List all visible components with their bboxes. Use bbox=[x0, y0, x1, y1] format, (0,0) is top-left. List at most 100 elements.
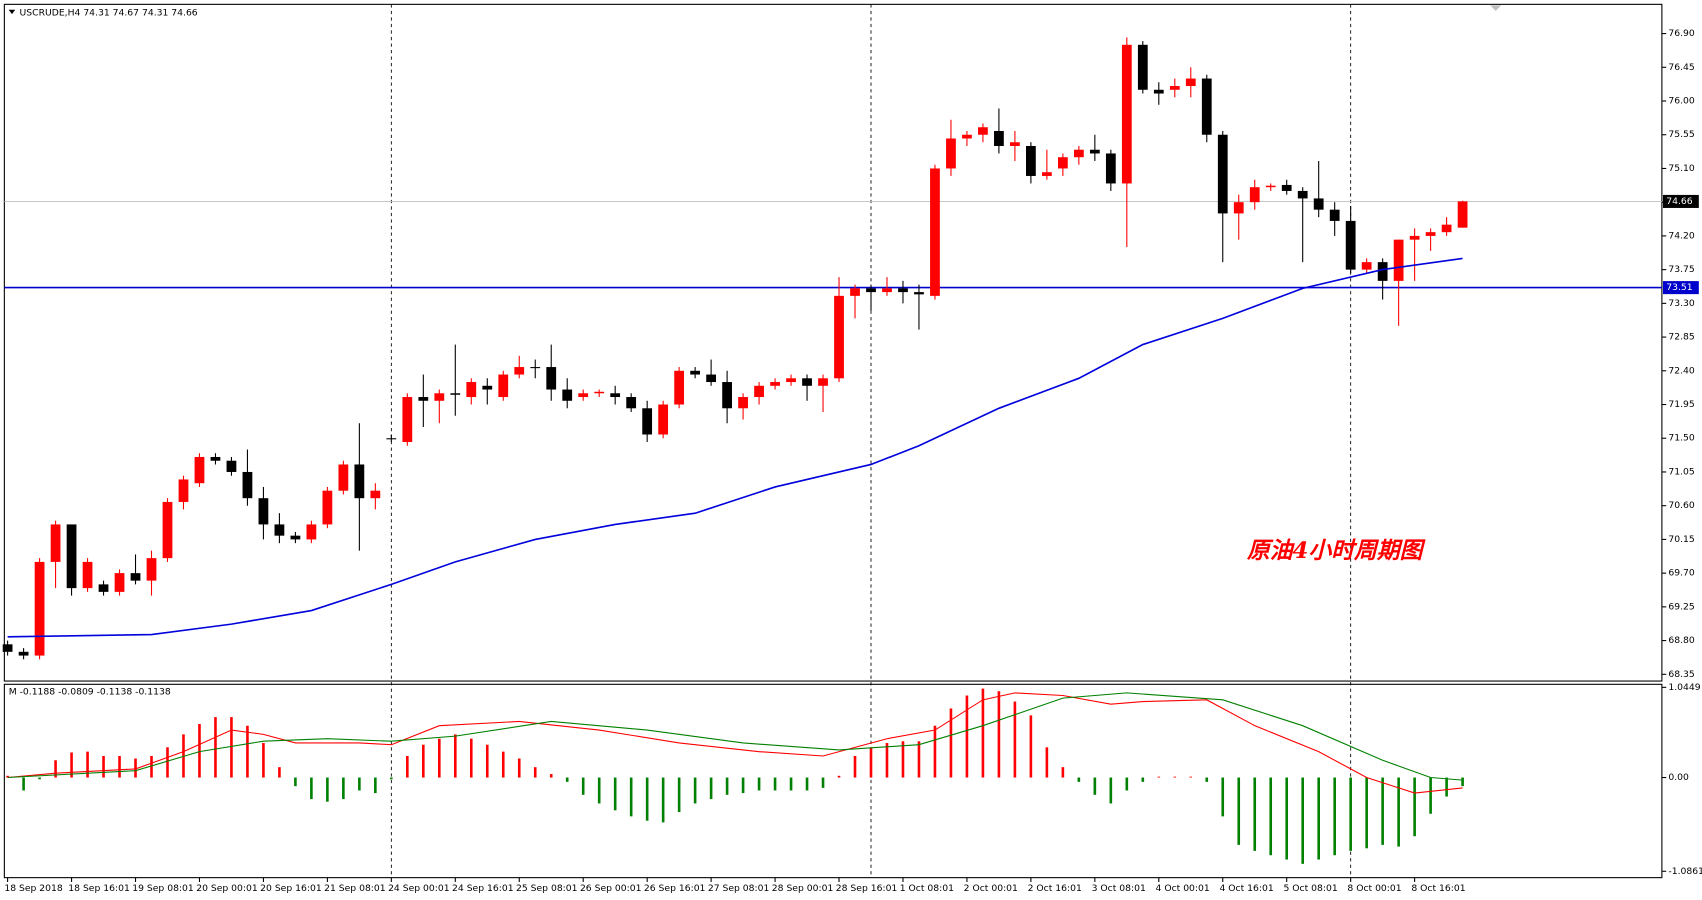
candle-body bbox=[1313, 198, 1324, 210]
candle-body bbox=[258, 498, 269, 525]
candle-body bbox=[754, 385, 764, 398]
macd-bar bbox=[517, 758, 521, 778]
candle-body bbox=[1249, 187, 1260, 203]
macd-bar bbox=[278, 767, 281, 778]
macd-bar bbox=[1253, 777, 1257, 851]
y-tick-label: 69.70 bbox=[1668, 568, 1695, 579]
candle-body bbox=[178, 479, 189, 502]
candle-body bbox=[402, 397, 413, 442]
main-panel-frame bbox=[3, 3, 1663, 682]
macd-bar bbox=[1429, 777, 1432, 814]
macd-y-tick-label: 1.0449 bbox=[1668, 682, 1700, 693]
macd-bar bbox=[1237, 777, 1241, 845]
candle-body bbox=[370, 490, 381, 499]
candle-body bbox=[130, 573, 141, 581]
macd-bar bbox=[1349, 777, 1352, 851]
candle-body bbox=[626, 397, 637, 409]
candle-body bbox=[642, 408, 653, 435]
x-tick-label: 3 Oct 08:01 bbox=[1092, 883, 1146, 894]
macd-bar bbox=[1109, 777, 1113, 804]
macd-y-tick-label: -1.0861 bbox=[1668, 866, 1702, 877]
x-tick-label: 20 Sep 00:01 bbox=[196, 883, 258, 894]
y-tick-label: 72.85 bbox=[1668, 332, 1695, 343]
macd-bar bbox=[453, 734, 457, 778]
chart-title: USCRUDE,H4 74.31 74.67 74.31 74.66 bbox=[20, 8, 198, 19]
candle-body bbox=[530, 367, 541, 369]
macd-bar bbox=[885, 742, 889, 778]
y-tick-label: 74.20 bbox=[1668, 230, 1695, 241]
macd-bar bbox=[597, 777, 601, 804]
x-tick-label: 18 Sep 16:01 bbox=[68, 883, 130, 894]
x-tick-label: 5 Oct 08:01 bbox=[1283, 883, 1337, 894]
x-tick-label: 20 Sep 16:01 bbox=[260, 883, 322, 894]
x-tick-label: 24 Sep 00:01 bbox=[388, 883, 450, 894]
candle-body bbox=[1329, 209, 1340, 221]
macd-bar bbox=[1029, 715, 1033, 778]
macd-bar bbox=[773, 777, 777, 791]
macd-bar bbox=[38, 777, 41, 780]
macd-bar bbox=[1397, 777, 1400, 847]
candle-body bbox=[1185, 78, 1196, 87]
macd-title: M -0.1188 -0.0809 -0.1138 -0.1138 bbox=[9, 686, 171, 697]
x-tick-label: 25 Sep 08:01 bbox=[516, 883, 578, 894]
macd-bar bbox=[1461, 777, 1464, 787]
macd-bar bbox=[118, 755, 121, 778]
macd-bar bbox=[422, 744, 425, 778]
shift-marker bbox=[1490, 5, 1502, 11]
macd-bar bbox=[134, 758, 137, 778]
x-tick-label: 26 Sep 00:01 bbox=[580, 883, 642, 894]
candle-body bbox=[146, 558, 157, 581]
candle-body bbox=[1217, 134, 1228, 214]
candle-body bbox=[1425, 232, 1436, 236]
macd-bar bbox=[1141, 777, 1145, 782]
candle-body bbox=[706, 374, 717, 383]
macd-bar bbox=[741, 777, 745, 794]
candle-body bbox=[98, 584, 109, 592]
candle-body bbox=[850, 288, 860, 296]
macd-bar bbox=[342, 777, 345, 800]
candle-body bbox=[1441, 224, 1452, 233]
candle-body bbox=[674, 370, 685, 405]
macd-bar bbox=[102, 755, 105, 778]
y-tick-label: 75.55 bbox=[1668, 129, 1695, 140]
y-tick-label: 71.50 bbox=[1668, 433, 1695, 444]
candle-body bbox=[354, 464, 365, 499]
candle-body bbox=[1361, 262, 1372, 270]
candle-body bbox=[1073, 149, 1084, 158]
x-tick-label: 4 Oct 16:01 bbox=[1219, 883, 1273, 894]
candle-body bbox=[658, 404, 669, 435]
macd-bar bbox=[1125, 777, 1129, 791]
candle-body bbox=[498, 374, 509, 398]
candle-body bbox=[1010, 142, 1020, 146]
candle-body bbox=[898, 288, 908, 293]
x-tick-label: 2 Oct 00:01 bbox=[964, 883, 1018, 894]
candle-body bbox=[1169, 86, 1180, 90]
macd-bar bbox=[501, 751, 505, 778]
macd-bar bbox=[1221, 777, 1225, 817]
candle-body bbox=[1393, 239, 1404, 281]
dropdown-icon[interactable] bbox=[8, 9, 16, 15]
candle-body bbox=[1137, 44, 1148, 90]
x-tick-label: 2 Oct 16:01 bbox=[1028, 883, 1082, 894]
candle-body bbox=[242, 471, 253, 499]
hline-label-box bbox=[1662, 281, 1699, 295]
y-tick-label: 71.95 bbox=[1668, 399, 1695, 410]
x-tick-label: 26 Sep 16:01 bbox=[644, 883, 706, 894]
macd-bar bbox=[198, 724, 201, 778]
price-label: 74.66 bbox=[1666, 196, 1693, 207]
macd-bar bbox=[70, 752, 73, 778]
candle-body bbox=[50, 524, 61, 562]
candle-body bbox=[418, 397, 429, 401]
candle-body bbox=[610, 393, 621, 398]
y-tick-label: 71.05 bbox=[1668, 466, 1695, 477]
y-tick-label: 70.60 bbox=[1668, 500, 1695, 511]
macd-bar bbox=[22, 777, 25, 791]
candle-body bbox=[162, 501, 173, 559]
macd-bar bbox=[1093, 777, 1097, 795]
candle-body bbox=[1121, 44, 1132, 184]
candle-body bbox=[450, 393, 461, 395]
macd-bar bbox=[645, 777, 649, 821]
y-tick-label: 76.00 bbox=[1668, 96, 1695, 107]
